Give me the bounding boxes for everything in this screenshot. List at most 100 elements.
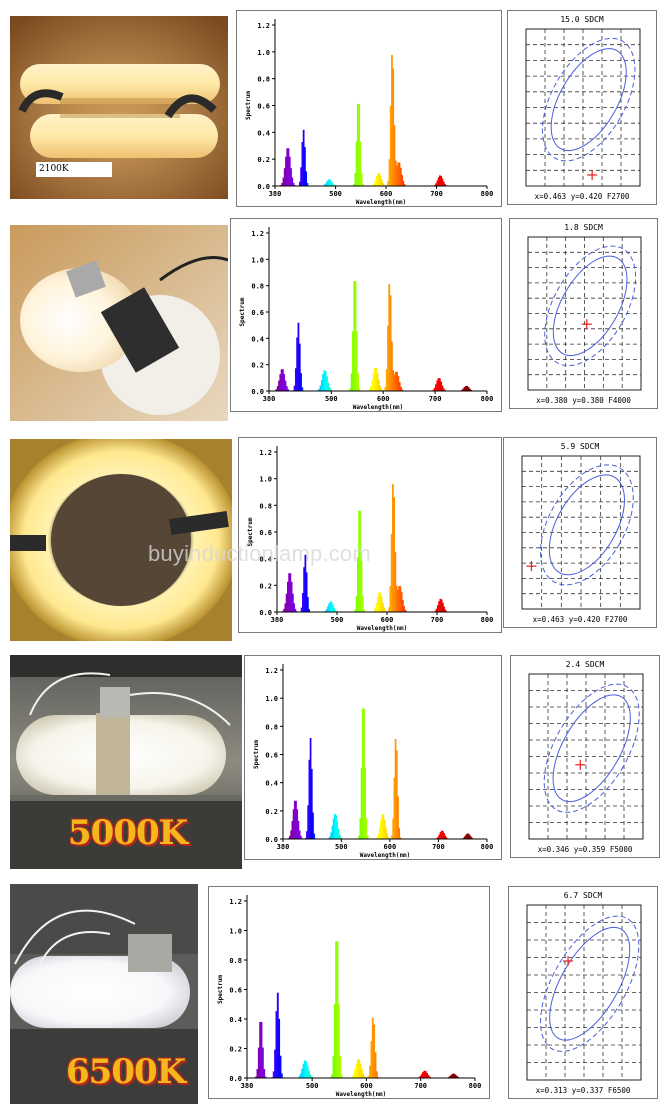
spectrum-band — [467, 387, 470, 391]
spectrum-band — [290, 581, 293, 612]
spectrum-band — [394, 738, 397, 839]
cie-panel: 1.8 SDCM x=0.380 y=0.380 F4000 — [509, 218, 658, 409]
spectrum-band — [324, 371, 327, 391]
spectrum-band — [301, 141, 304, 186]
spectrum-band — [303, 567, 305, 612]
spectrum-band — [328, 603, 330, 612]
spectrum-band — [437, 836, 439, 839]
spectrum-band — [294, 368, 297, 391]
x-tick-label: 700 — [431, 616, 444, 624]
spectrum-band — [426, 1072, 428, 1078]
row-2700k: 2100K 0.0 0.2 0.4 0.6 0.8 1.0 1.2 380 500 600 700 8… — [0, 0, 671, 210]
spectrum-band — [289, 835, 291, 839]
spectrum-band — [292, 182, 295, 186]
spectrum-band — [293, 800, 296, 839]
spectrum-band — [386, 833, 388, 839]
spectrum-band — [300, 167, 302, 186]
spectrum-band — [298, 343, 301, 391]
spectrum-band — [300, 835, 302, 839]
x-axis-label: Wavelength(nm) — [357, 625, 408, 632]
spectrum-band — [379, 175, 382, 186]
y-tick-label: 0.0 — [259, 609, 272, 617]
spectrum-band — [462, 388, 465, 391]
x-tick-label: 600 — [380, 190, 393, 198]
spectrum-band — [436, 380, 439, 391]
spectrum-band — [290, 168, 292, 186]
spectrum-band — [401, 389, 404, 391]
y-tick-label: 0.4 — [257, 129, 270, 137]
spectrum-band — [365, 818, 368, 839]
spectrum-band — [462, 837, 465, 839]
y-tick-label: 0.0 — [251, 388, 264, 396]
spectrum-band — [434, 184, 436, 186]
spectrum-band — [377, 596, 379, 612]
spectrum-band — [326, 376, 328, 391]
spectrum-band — [468, 834, 471, 839]
spectrum-band — [368, 389, 371, 391]
spectrum-band — [305, 1061, 308, 1078]
lamp-label: 2100K — [36, 162, 112, 177]
spectrum-band — [385, 827, 387, 839]
spectrum-band — [389, 105, 392, 186]
macadam-ellipse — [552, 694, 631, 803]
y-tick-label: 1.0 — [257, 49, 270, 57]
spectrum-band — [333, 184, 335, 186]
row-2700k-circular: 0.0 0.2 0.4 0.6 0.8 1.0 1.2 380 500 600 700 800 Wave… — [0, 432, 671, 642]
spectrum-band — [402, 599, 404, 612]
spectrum-band — [442, 388, 445, 391]
spectrum-band — [304, 1060, 306, 1078]
spectrum-band — [380, 389, 383, 391]
spectrum-band — [437, 377, 440, 391]
y-axis-label: Spectrum — [247, 517, 254, 546]
macadam-ellipse — [549, 926, 631, 1041]
spectrum-band — [284, 380, 287, 391]
lamp-photo — [10, 439, 232, 641]
spectrum-band — [383, 819, 386, 839]
spectrum-band — [325, 182, 328, 186]
spectrum-band — [403, 184, 406, 186]
spectrum-band — [293, 385, 296, 391]
spectrum-band — [384, 610, 387, 612]
spectrum-band — [283, 168, 286, 186]
x-tick-label: 600 — [377, 395, 390, 403]
y-tick-label: 1.2 — [251, 230, 264, 238]
spectrum-band — [382, 602, 384, 612]
spectrum-band — [351, 1076, 354, 1078]
spectrum-band — [307, 805, 309, 839]
x-tick-label: 600 — [381, 616, 394, 624]
spectrum-band — [358, 388, 361, 391]
spectrum-band — [264, 1076, 267, 1078]
spectrum-band — [443, 606, 445, 612]
y-tick-label: 1.0 — [251, 256, 264, 264]
spectrum-band — [310, 1076, 313, 1078]
cie-chart: 2.4 SDCM x=0.346 y=0.359 F5000 — [528, 660, 644, 854]
y-axis-label: Spectrum — [217, 975, 224, 1004]
spectrum-band — [404, 609, 407, 612]
spectrum-band — [261, 1047, 264, 1078]
spectrum-band — [463, 836, 466, 839]
spectrum-band — [260, 1021, 263, 1078]
spectrum-band — [442, 831, 444, 839]
spectrum-band — [466, 385, 469, 391]
spectrum-band — [360, 172, 363, 186]
spectrum-band — [327, 382, 330, 391]
spectrum-band — [393, 374, 396, 391]
spectrum-band — [402, 180, 405, 186]
spectrum-band — [281, 369, 284, 391]
spectrum-band — [363, 1076, 366, 1078]
spectrum-band — [300, 373, 302, 391]
y-tick-label: 0.0 — [257, 183, 270, 191]
spectrum-band — [470, 836, 472, 839]
spectrum-band — [367, 1075, 370, 1078]
spectrum-band — [325, 609, 328, 612]
spectrum-band — [319, 385, 322, 391]
spectrum-band — [308, 1070, 310, 1078]
macadam-ellipse — [552, 255, 628, 357]
spectrum-band — [300, 607, 303, 612]
spectrum-band — [306, 182, 309, 186]
x-tick-label: 500 — [335, 843, 348, 851]
spectrum-band — [394, 371, 397, 391]
spectrum-band — [331, 825, 334, 839]
y-tick-label: 0.2 — [265, 808, 278, 816]
spectrum-band — [387, 836, 390, 839]
